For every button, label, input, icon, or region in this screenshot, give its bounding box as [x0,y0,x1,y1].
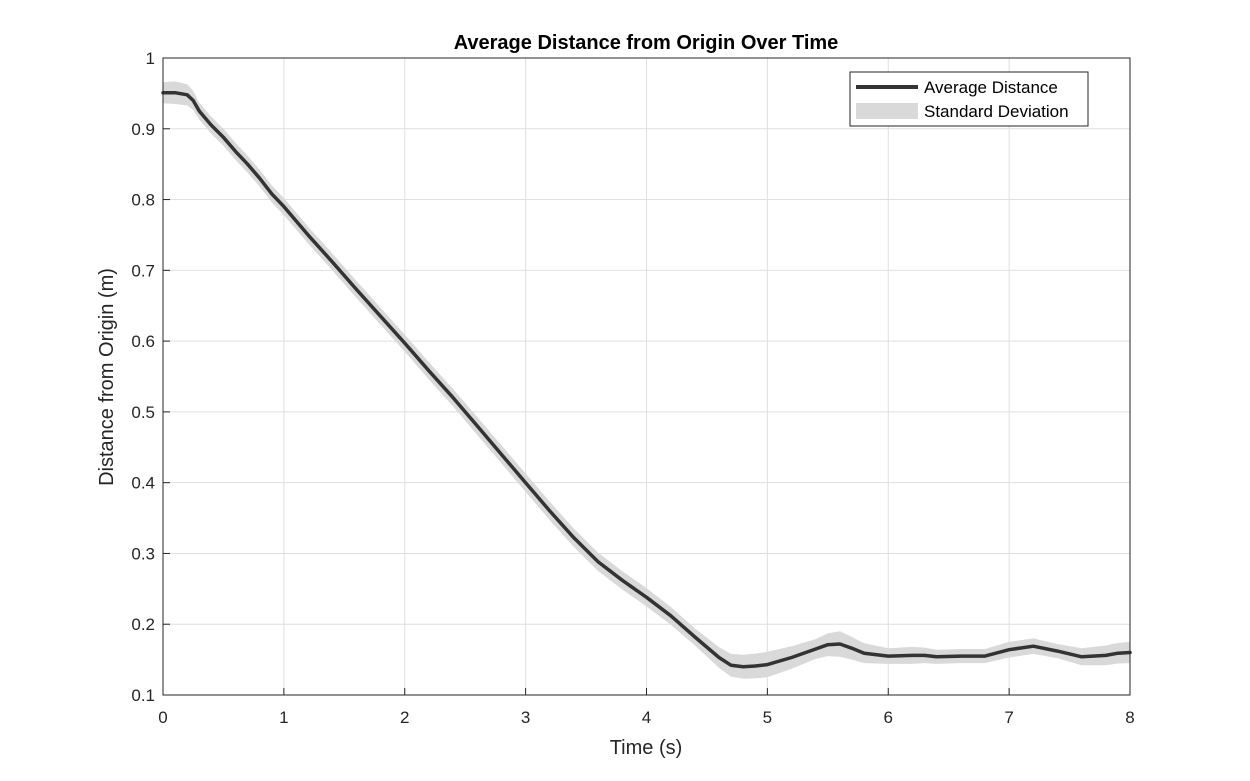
chart-title: Average Distance from Origin Over Time [454,32,839,54]
y-tick-label: 0.1 [131,686,155,705]
x-tick-label: 1 [279,708,288,727]
x-tick-label: 3 [521,708,530,727]
y-tick-label: 0.9 [131,120,155,139]
x-tick-label: 5 [763,708,772,727]
legend-label-std: Standard Deviation [924,102,1069,121]
x-tick-label: 0 [158,708,167,727]
legend-label-average: Average Distance [924,78,1058,97]
y-tick-label: 0.2 [131,615,155,634]
x-ticks: 0 1 2 3 4 5 6 7 8 [158,688,1135,727]
y-ticks: 0.1 0.2 0.3 0.4 0.5 0.6 0.7 0.8 0.9 1 [131,49,170,705]
grid [163,58,1130,695]
x-axis-label: Time (s) [610,737,683,759]
x-tick-label: 4 [642,708,651,727]
average-line-layer [161,90,1132,669]
average-distance-line [161,90,1132,669]
y-tick-label: 0.3 [131,544,155,563]
x-tick-label: 8 [1125,708,1134,727]
x-tick-label: 7 [1004,708,1013,727]
y-tick-label: 0.6 [131,332,155,351]
legend-swatch-std [856,103,918,119]
y-tick-label: 0.7 [131,261,155,280]
y-tick-label: 0.4 [131,474,155,493]
y-tick-label: 0.5 [131,403,155,422]
y-axis-label: Distance from Origin (m) [96,268,118,486]
x-tick-label: 2 [400,708,409,727]
y-tick-label: 1 [146,49,155,68]
y-tick-label: 0.8 [131,191,155,210]
legend: Average Distance Standard Deviation [849,71,1089,127]
x-tick-label: 6 [884,708,893,727]
